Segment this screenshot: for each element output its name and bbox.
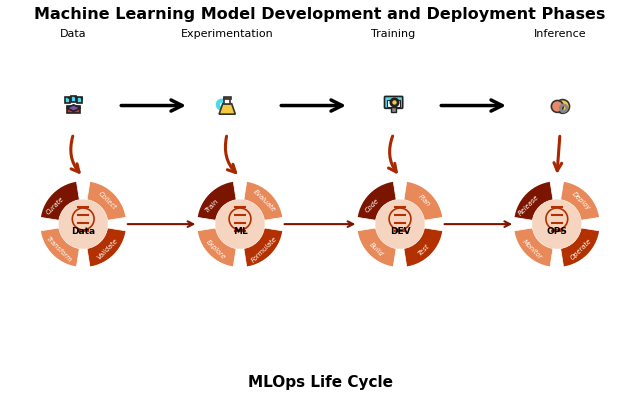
Polygon shape xyxy=(67,105,81,112)
Text: Code: Code xyxy=(364,197,380,213)
FancyBboxPatch shape xyxy=(392,108,396,113)
Circle shape xyxy=(391,99,398,107)
Text: Monitor: Monitor xyxy=(522,238,543,260)
Text: Build: Build xyxy=(368,241,384,257)
Circle shape xyxy=(215,200,265,249)
Wedge shape xyxy=(513,229,553,268)
Wedge shape xyxy=(244,181,284,221)
Text: Validate: Validate xyxy=(96,237,119,260)
Text: Release: Release xyxy=(517,194,540,217)
Text: Transform: Transform xyxy=(45,235,73,263)
Wedge shape xyxy=(87,229,127,268)
Wedge shape xyxy=(196,181,236,221)
Text: OPS: OPS xyxy=(547,227,567,235)
Text: Experimentation: Experimentation xyxy=(181,29,273,39)
Polygon shape xyxy=(219,105,236,115)
Circle shape xyxy=(546,209,568,230)
Text: Data: Data xyxy=(60,29,87,39)
FancyBboxPatch shape xyxy=(385,97,403,109)
FancyBboxPatch shape xyxy=(77,97,83,103)
Wedge shape xyxy=(356,181,396,221)
FancyBboxPatch shape xyxy=(67,107,81,114)
Circle shape xyxy=(375,200,425,249)
Circle shape xyxy=(389,209,411,230)
Text: Deploy: Deploy xyxy=(571,190,591,211)
Wedge shape xyxy=(356,229,396,268)
FancyBboxPatch shape xyxy=(223,97,231,99)
Text: Plan: Plan xyxy=(417,193,431,207)
Text: Explore: Explore xyxy=(205,238,227,260)
FancyBboxPatch shape xyxy=(225,99,230,105)
Circle shape xyxy=(552,101,563,113)
Wedge shape xyxy=(404,229,444,268)
Wedge shape xyxy=(244,229,284,268)
Wedge shape xyxy=(513,181,553,221)
Wedge shape xyxy=(40,181,79,221)
Circle shape xyxy=(556,100,570,114)
Wedge shape xyxy=(561,181,600,221)
Text: DEV: DEV xyxy=(390,227,410,235)
Text: Machine Learning Model Development and Deployment Phases: Machine Learning Model Development and D… xyxy=(35,7,605,22)
Circle shape xyxy=(532,200,582,249)
Text: Formulate: Formulate xyxy=(250,235,278,263)
Text: Inference: Inference xyxy=(534,29,586,39)
Text: Train: Train xyxy=(204,197,220,213)
Text: Curate: Curate xyxy=(45,195,65,215)
Text: Operate: Operate xyxy=(570,237,593,261)
FancyBboxPatch shape xyxy=(71,96,76,103)
FancyBboxPatch shape xyxy=(387,100,400,107)
Text: Test: Test xyxy=(417,242,431,255)
Polygon shape xyxy=(67,97,70,99)
Polygon shape xyxy=(80,97,83,99)
Polygon shape xyxy=(74,96,76,99)
Circle shape xyxy=(229,209,251,230)
Circle shape xyxy=(58,200,108,249)
Text: Collect: Collect xyxy=(97,190,118,211)
Wedge shape xyxy=(40,229,79,268)
Text: Training: Training xyxy=(371,29,416,39)
Wedge shape xyxy=(404,181,444,221)
Text: ML: ML xyxy=(232,227,248,235)
Wedge shape xyxy=(196,229,236,268)
Wedge shape xyxy=(561,229,600,268)
Text: Evaluate: Evaluate xyxy=(252,188,276,213)
FancyBboxPatch shape xyxy=(65,97,70,103)
Wedge shape xyxy=(87,181,127,221)
Circle shape xyxy=(72,209,94,230)
Text: MLOps Life Cycle: MLOps Life Cycle xyxy=(248,375,392,389)
Text: Data: Data xyxy=(71,227,95,235)
